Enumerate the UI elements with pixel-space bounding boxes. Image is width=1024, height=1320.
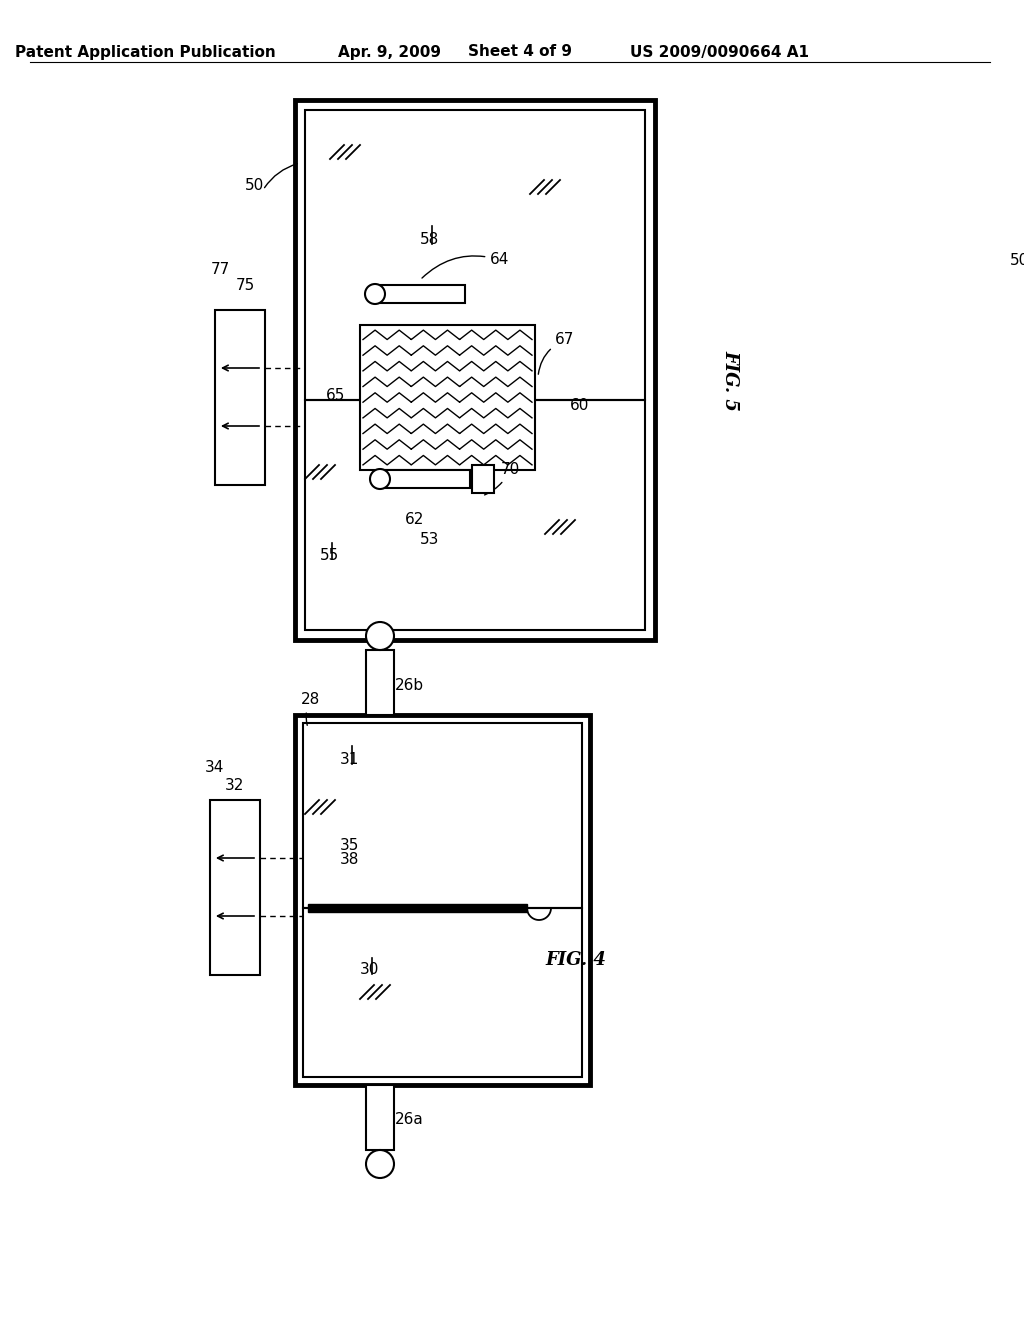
- Circle shape: [370, 469, 390, 488]
- Text: Sheet 4 of 9: Sheet 4 of 9: [468, 45, 572, 59]
- Text: 60: 60: [570, 397, 590, 412]
- Text: FIG. 5: FIG. 5: [721, 350, 739, 411]
- Bar: [308, 904, 527, 912]
- Bar: [305, 110, 645, 400]
- Text: FIG. 4: FIG. 4: [545, 950, 606, 969]
- Text: 28: 28: [300, 693, 319, 725]
- Circle shape: [366, 1150, 394, 1177]
- Text: 26b: 26b: [395, 677, 424, 693]
- Circle shape: [366, 622, 394, 649]
- Text: 26a: 26a: [395, 1113, 424, 1127]
- Bar: [366, 649, 394, 715]
- Text: 75: 75: [236, 277, 255, 293]
- Text: 65: 65: [326, 388, 345, 403]
- Text: 32: 32: [225, 777, 245, 792]
- Text: 38: 38: [340, 853, 359, 867]
- Circle shape: [365, 284, 385, 304]
- Text: 67: 67: [539, 333, 574, 375]
- Text: Patent Application Publication: Patent Application Publication: [14, 45, 275, 59]
- Text: 30: 30: [360, 962, 379, 978]
- Text: 55: 55: [319, 548, 339, 562]
- Text: Apr. 9, 2009: Apr. 9, 2009: [339, 45, 441, 59]
- Text: 62: 62: [406, 512, 425, 528]
- Text: 35: 35: [340, 837, 359, 853]
- Bar: [295, 100, 655, 640]
- Text: 70: 70: [484, 462, 519, 495]
- Bar: [375, 285, 465, 304]
- Text: 77: 77: [210, 263, 229, 277]
- Bar: [366, 1085, 394, 1150]
- Text: 50: 50: [246, 177, 264, 193]
- Text: 64: 64: [422, 252, 510, 279]
- Text: 34: 34: [206, 760, 224, 776]
- Bar: [360, 325, 535, 470]
- Bar: [305, 400, 645, 630]
- Bar: [215, 310, 265, 484]
- Bar: [210, 800, 260, 975]
- Bar: [303, 723, 582, 908]
- Text: US 2009/0090664 A1: US 2009/0090664 A1: [631, 45, 810, 59]
- Bar: [303, 908, 582, 1077]
- Text: 50: 50: [1010, 253, 1024, 268]
- Bar: [472, 465, 494, 492]
- Text: 31: 31: [340, 752, 359, 767]
- Bar: [380, 470, 470, 488]
- Text: 58: 58: [420, 232, 439, 248]
- Text: 53: 53: [420, 532, 439, 548]
- Bar: [295, 715, 590, 1085]
